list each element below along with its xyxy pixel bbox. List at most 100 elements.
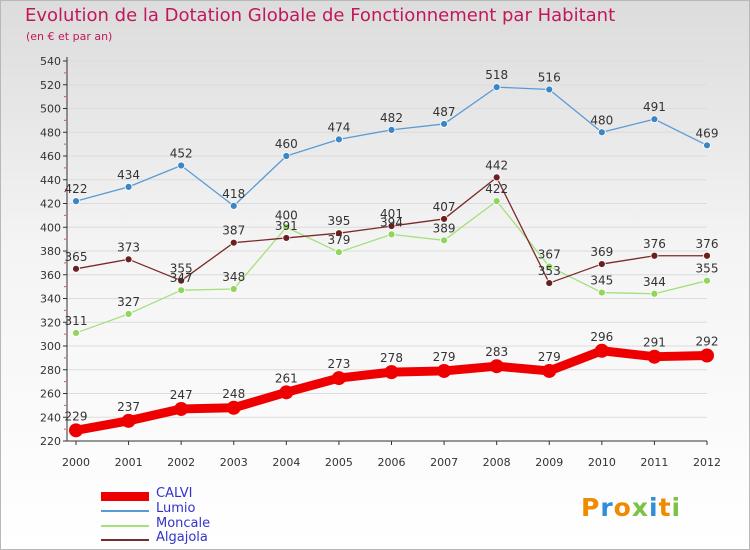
data-label-algajola: 401 [380,207,403,221]
data-point-calvi [174,401,189,416]
data-point-lumio [229,201,238,210]
legend-label: Lumio [156,501,196,516]
data-point-algajola [282,234,291,242]
data-point-calvi [542,363,557,378]
data-point-lumio [597,128,606,137]
y-tick-label: 520 [40,79,61,92]
data-point-moncale [335,248,343,257]
y-tick-label: 420 [40,198,61,211]
data-label-lumio: 434 [117,168,140,182]
y-tick-label: 340 [40,293,61,306]
data-point-algajola [440,215,448,223]
data-point-lumio [282,152,291,160]
data-point-calvi [121,413,136,428]
legend-label: Algajola [156,530,208,545]
data-label-calvi: 283 [485,345,508,359]
data-label-calvi: 237 [117,400,140,414]
x-tick-label: 2001 [115,456,143,469]
logo-letter: o [613,493,632,522]
data-point-calvi [647,349,662,364]
logo-letter: t [658,493,672,522]
data-point-moncale [650,289,659,298]
data-point-lumio [387,125,396,134]
data-label-algajola: 369 [590,245,613,259]
data-label-calvi: 247 [170,388,193,402]
data-label-lumio: 518 [485,68,508,82]
data-label-algajola: 355 [170,262,193,276]
data-point-lumio [545,85,554,94]
data-point-moncale [387,230,396,239]
data-label-lumio: 474 [327,120,350,134]
data-point-lumio [703,141,711,150]
legend-label: CALVI [156,486,193,501]
legend-swatch [101,491,149,501]
data-label-moncale: 379 [327,233,350,247]
data-point-moncale [229,285,238,293]
data-label-lumio: 418 [222,187,245,201]
y-tick-label: 500 [40,103,61,116]
x-tick-label: 2011 [640,456,668,469]
data-label-moncale: 345 [590,274,613,288]
y-tick-label: 540 [40,55,61,68]
data-label-moncale: 347 [170,271,193,285]
y-tick-label: 480 [40,126,61,139]
x-tick-label: 2003 [220,456,248,469]
data-point-moncale [492,197,501,206]
legend-swatch [101,510,149,512]
y-tick-label: 300 [40,340,61,353]
data-label-lumio: 422 [65,182,88,196]
data-point-calvi [384,365,399,380]
data-point-lumio [72,197,80,206]
data-label-moncale: 394 [380,215,403,229]
data-label-lumio: 480 [590,113,613,127]
y-tick-label: 220 [40,435,61,448]
data-label-lumio: 487 [433,105,456,119]
data-point-moncale [703,276,711,285]
logo-letter: i [649,493,659,522]
legend-swatch [101,539,149,541]
data-point-algajola [387,222,396,230]
chart-title: Evolution de la Dotation Globale de Fonc… [25,5,616,26]
data-label-lumio: 482 [380,111,403,125]
data-point-algajola [177,276,186,285]
data-label-calvi: 229 [65,409,88,423]
data-point-calvi [69,423,83,438]
data-label-moncale: 311 [65,314,88,328]
x-tick-label: 2012 [693,456,721,469]
data-label-algajola: 376 [696,237,719,251]
data-label-moncale: 344 [643,275,666,289]
data-label-algajola: 391 [275,219,298,233]
logo-letter: r [600,493,614,522]
x-tick-label: 2010 [588,456,616,469]
data-point-moncale [282,223,291,232]
x-tick-label: 2006 [378,456,406,469]
logo-letter: P [581,493,601,522]
data-label-algajola: 387 [222,224,245,238]
data-label-moncale: 389 [433,221,456,235]
y-tick-label: 380 [40,245,61,258]
y-tick-label: 260 [40,388,61,401]
proxiti-logo: Proxiti [581,493,681,522]
data-label-algajola: 442 [485,158,508,172]
data-point-lumio [650,115,659,124]
y-tick-label: 460 [40,150,61,163]
data-point-algajola [124,255,133,264]
data-point-algajola [492,173,501,182]
data-point-moncale [597,288,606,297]
data-point-calvi [437,363,452,378]
data-point-algajola [545,279,554,287]
data-label-lumio: 516 [538,71,561,85]
data-label-calvi: 279 [538,350,561,364]
y-tick-label: 400 [40,221,61,234]
data-label-calvi: 291 [643,336,666,350]
data-point-calvi [226,400,241,415]
data-point-lumio [335,135,343,144]
logo-letter: i [671,493,682,522]
data-point-moncale [72,329,80,337]
x-tick-label: 2002 [167,456,195,469]
y-tick-label: 360 [40,269,61,282]
data-point-algajola [72,264,80,273]
data-point-algajola [703,251,711,260]
data-point-algajola [597,260,606,268]
logo-letter: x [631,493,649,522]
